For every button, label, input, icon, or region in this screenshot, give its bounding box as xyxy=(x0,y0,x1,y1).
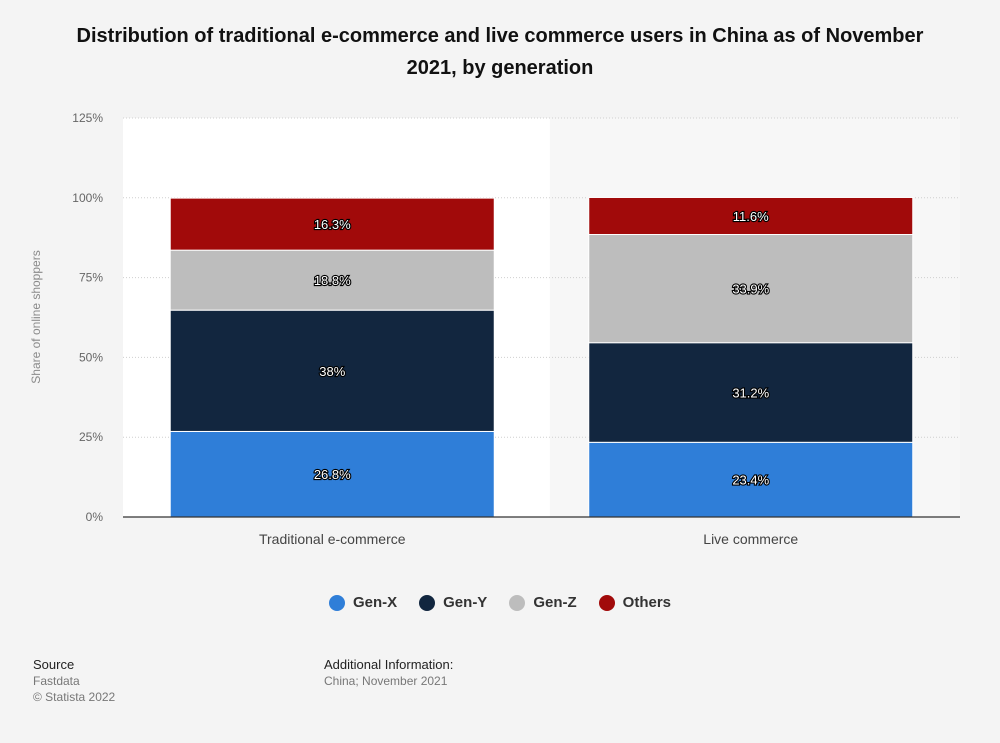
copyright-text: © Statista 2022 xyxy=(33,690,116,704)
y-tick-label: 75% xyxy=(79,271,103,285)
source-block: Source Fastdata © Statista 2022 xyxy=(33,657,115,705)
source-name[interactable]: Fastdata xyxy=(33,674,80,688)
y-tick-label: 0% xyxy=(86,510,104,524)
x-tick-label: Live commerce xyxy=(703,531,798,547)
data-label: 26.8% xyxy=(314,467,351,482)
bar-segment xyxy=(169,309,495,432)
y-axis-label: Share of online shoppers xyxy=(29,250,43,384)
y-tick-label: 50% xyxy=(79,350,103,364)
legend-label: Gen-Y xyxy=(443,594,488,611)
y-tick-label: 25% xyxy=(79,430,103,444)
additional-info-block: Additional Information: China; November … xyxy=(324,657,453,689)
legend-item[interactable]: Gen-Y xyxy=(419,594,487,611)
y-tick-label: 125% xyxy=(72,111,103,125)
additional-info-text: China; November 2021 xyxy=(324,674,448,688)
legend-dot-icon xyxy=(419,594,436,611)
data-label: 16.3% xyxy=(314,217,351,232)
y-tick-label: 100% xyxy=(72,191,103,205)
data-label: 23.4% xyxy=(732,473,769,488)
data-label: 33.9% xyxy=(732,282,769,297)
legend-dot-icon xyxy=(598,594,615,611)
legend-item[interactable]: Gen-Z xyxy=(509,594,577,611)
legend-label: Others xyxy=(622,594,672,611)
legend-label: Gen-Z xyxy=(533,594,577,611)
legend-item[interactable]: Gen-X xyxy=(328,594,398,611)
chart-title: Distribution of traditional e-commerce a… xyxy=(76,25,924,79)
legend: Gen-X Gen-Y Gen-Z Others xyxy=(0,594,1000,611)
data-label: 31.2% xyxy=(732,386,769,401)
source-heading: Source xyxy=(33,657,75,672)
bar-segment xyxy=(169,197,495,251)
legend-dot-icon xyxy=(509,594,526,611)
data-label: 11.6% xyxy=(733,209,769,224)
legend-item[interactable]: Others xyxy=(598,594,672,611)
x-tick-label: Traditional e-commerce xyxy=(259,531,406,547)
bar-segment xyxy=(588,342,914,443)
legend-label: Gen-X xyxy=(352,594,398,611)
bar-segment xyxy=(588,196,914,236)
data-label: 38% xyxy=(319,364,345,379)
data-label: 18.8% xyxy=(314,273,351,288)
bar-segment xyxy=(588,234,914,344)
additional-info-heading: Additional Information: xyxy=(324,657,454,672)
legend-dot-icon xyxy=(328,594,345,611)
